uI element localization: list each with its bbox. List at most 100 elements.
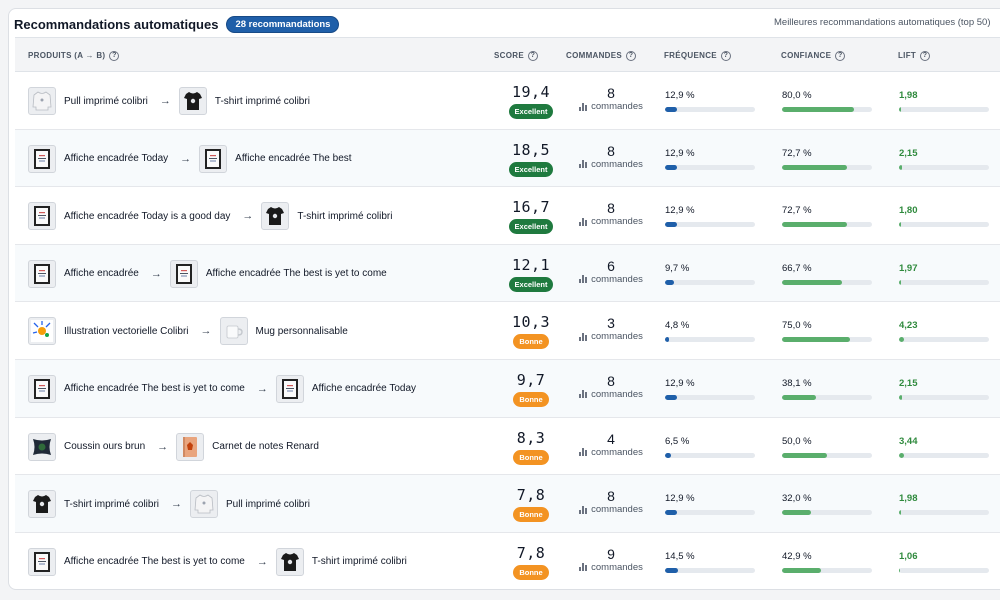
- bar-chart-icon: [579, 275, 588, 284]
- lift-cell: 2,15: [899, 148, 989, 170]
- table-row[interactable]: Affiche encadrée The best is yet to come…: [15, 359, 1000, 418]
- product-b-name[interactable]: T-shirt imprimé colibri: [214, 95, 310, 107]
- framed-poster-icon[interactable]: [199, 144, 228, 173]
- lift-bar-fill: [899, 394, 902, 400]
- frequency-bar: [665, 164, 755, 170]
- frequency-value: 9,7 %: [665, 262, 690, 274]
- frequency-cell: 12,9 %: [665, 205, 755, 228]
- frequency-value: 12,9 %: [665, 90, 695, 101]
- table-row[interactable]: Affiche encadrée The best is yet to come…: [15, 533, 1000, 589]
- frequency-cell: 4,8 %: [665, 320, 755, 343]
- confidence-bar-fill: [782, 567, 821, 573]
- orders-value: 8: [607, 200, 615, 217]
- help-icon[interactable]: ?: [920, 50, 931, 61]
- column-header-frequency[interactable]: FRÉQUENCE?: [664, 38, 731, 73]
- framed-poster-icon[interactable]: [275, 374, 304, 403]
- table-row[interactable]: Affiche encadrée Today → Affiche encadré…: [15, 129, 1000, 188]
- column-header-products[interactable]: PRODUITS (A → B)?: [28, 38, 120, 73]
- confidence-bar: [782, 337, 872, 343]
- table-row[interactable]: Pull imprimé colibri → T-shirt imprimé c…: [15, 72, 1000, 130]
- score-cell: 8,3 Bonne: [499, 429, 563, 465]
- product-b-name[interactable]: Affiche encadrée The best: [235, 153, 352, 165]
- product-a-name[interactable]: Affiche encadrée The best is yet to come: [64, 383, 245, 395]
- frequency-value: 12,9 %: [665, 205, 695, 217]
- frequency-value: 12,9 %: [665, 493, 695, 505]
- product-a-name[interactable]: T-shirt imprimé colibri: [64, 498, 160, 510]
- help-icon[interactable]: ?: [109, 50, 120, 61]
- help-icon[interactable]: ?: [626, 50, 637, 61]
- product-b-name[interactable]: Affiche encadrée Today: [311, 383, 417, 395]
- product-pair: Affiche encadrée Today → Affiche encadré…: [28, 144, 352, 174]
- cushion-icon[interactable]: [28, 432, 56, 461]
- table-row[interactable]: Affiche encadrée Today is a good day → T…: [15, 187, 1000, 245]
- table-row[interactable]: Illustration vectorielle Colibri → Mug p…: [15, 302, 1000, 360]
- frequency-value: 6,5 %: [665, 435, 690, 447]
- orders-value: 9: [607, 545, 615, 562]
- help-icon[interactable]: ?: [527, 50, 538, 61]
- count-badge: 28 recommandations: [226, 15, 340, 33]
- tshirt-icon[interactable]: [275, 547, 304, 576]
- confidence-bar-fill: [782, 452, 827, 458]
- confidence-cell: 42,9 %: [782, 551, 872, 573]
- product-b-name[interactable]: Mug personnalisable: [255, 325, 348, 337]
- lift-bar: [899, 107, 989, 112]
- product-a-name[interactable]: Illustration vectorielle Colibri: [64, 325, 189, 337]
- product-pair: Coussin ours brun → Carnet de notes Rena…: [28, 432, 319, 462]
- frequency-bar-fill: [665, 279, 674, 285]
- table-row[interactable]: Affiche encadrée → Affiche encadrée The …: [15, 244, 1000, 303]
- product-a-name[interactable]: Pull imprimé colibri: [64, 95, 148, 107]
- product-a-name[interactable]: Coussin ours brun: [64, 441, 146, 453]
- product-b-name[interactable]: Pull imprimé colibri: [226, 498, 310, 510]
- notebook-icon[interactable]: [176, 432, 205, 461]
- help-icon[interactable]: ?: [720, 50, 731, 61]
- tshirt-icon[interactable]: [178, 87, 207, 115]
- confidence-cell: 38,1 %: [782, 378, 872, 400]
- product-b-name[interactable]: Affiche encadrée The best is yet to come: [205, 268, 387, 280]
- illustration-icon[interactable]: [28, 317, 56, 346]
- sweater-icon[interactable]: [28, 87, 56, 115]
- lift-bar-fill: [899, 279, 901, 285]
- table-row[interactable]: Coussin ours brun → Carnet de notes Rena…: [15, 418, 1000, 476]
- framed-poster-icon[interactable]: [28, 259, 56, 288]
- table-body: Pull imprimé colibri → T-shirt imprimé c…: [15, 72, 1000, 589]
- bar-chart-icon: [579, 505, 588, 514]
- sweater-icon[interactable]: [190, 490, 219, 519]
- score-value: 8,3: [516, 428, 546, 447]
- framed-poster-icon[interactable]: [169, 259, 198, 288]
- confidence-bar-fill: [782, 222, 848, 228]
- arrow-right-icon: →: [171, 498, 183, 511]
- confidence-bar: [782, 164, 872, 170]
- product-b-name[interactable]: T-shirt imprimé colibri: [297, 210, 393, 222]
- product-b-name[interactable]: Carnet de notes Renard: [212, 441, 319, 453]
- score-cell: 9,7 Bonne: [499, 371, 563, 407]
- table-row[interactable]: T-shirt imprimé colibri → Pull imprimé c…: [15, 475, 1000, 533]
- card-subtitle: Meilleures recommandations automatiques …: [774, 17, 991, 28]
- orders-value: 6: [607, 257, 615, 274]
- column-header-confidence[interactable]: CONFIANCE?: [781, 38, 846, 73]
- rating-badge: Excellent: [508, 161, 554, 177]
- confidence-value: 38,1 %: [782, 377, 812, 389]
- confidence-bar: [782, 452, 872, 458]
- column-header-lift[interactable]: LIFT?: [898, 38, 931, 73]
- framed-poster-icon[interactable]: [28, 374, 56, 403]
- product-b-name[interactable]: T-shirt imprimé colibri: [311, 556, 407, 568]
- framed-poster-icon[interactable]: [28, 547, 56, 576]
- frequency-cell: 6,5 %: [665, 436, 755, 458]
- lift-bar-fill: [899, 222, 901, 228]
- framed-poster-icon[interactable]: [28, 202, 56, 231]
- column-header-orders[interactable]: COMMANDES?: [566, 38, 637, 73]
- tshirt-icon[interactable]: [28, 490, 56, 519]
- product-a-name[interactable]: Affiche encadrée The best is yet to come: [64, 556, 245, 568]
- product-a-name[interactable]: Affiche encadrée: [64, 268, 139, 280]
- orders-cell: 4 commandes: [577, 431, 645, 458]
- framed-poster-icon[interactable]: [28, 144, 56, 173]
- column-header-score[interactable]: SCORE?: [494, 38, 538, 73]
- rating-badge: Bonne: [513, 334, 549, 350]
- product-a-name[interactable]: Affiche encadrée Today: [64, 153, 169, 165]
- orders-value: 4: [607, 430, 615, 447]
- tshirt-icon[interactable]: [261, 202, 290, 231]
- frequency-bar-fill: [665, 510, 677, 516]
- help-icon[interactable]: ?: [835, 50, 846, 61]
- product-a-name[interactable]: Affiche encadrée Today is a good day: [64, 210, 231, 222]
- mug-icon[interactable]: [219, 317, 248, 346]
